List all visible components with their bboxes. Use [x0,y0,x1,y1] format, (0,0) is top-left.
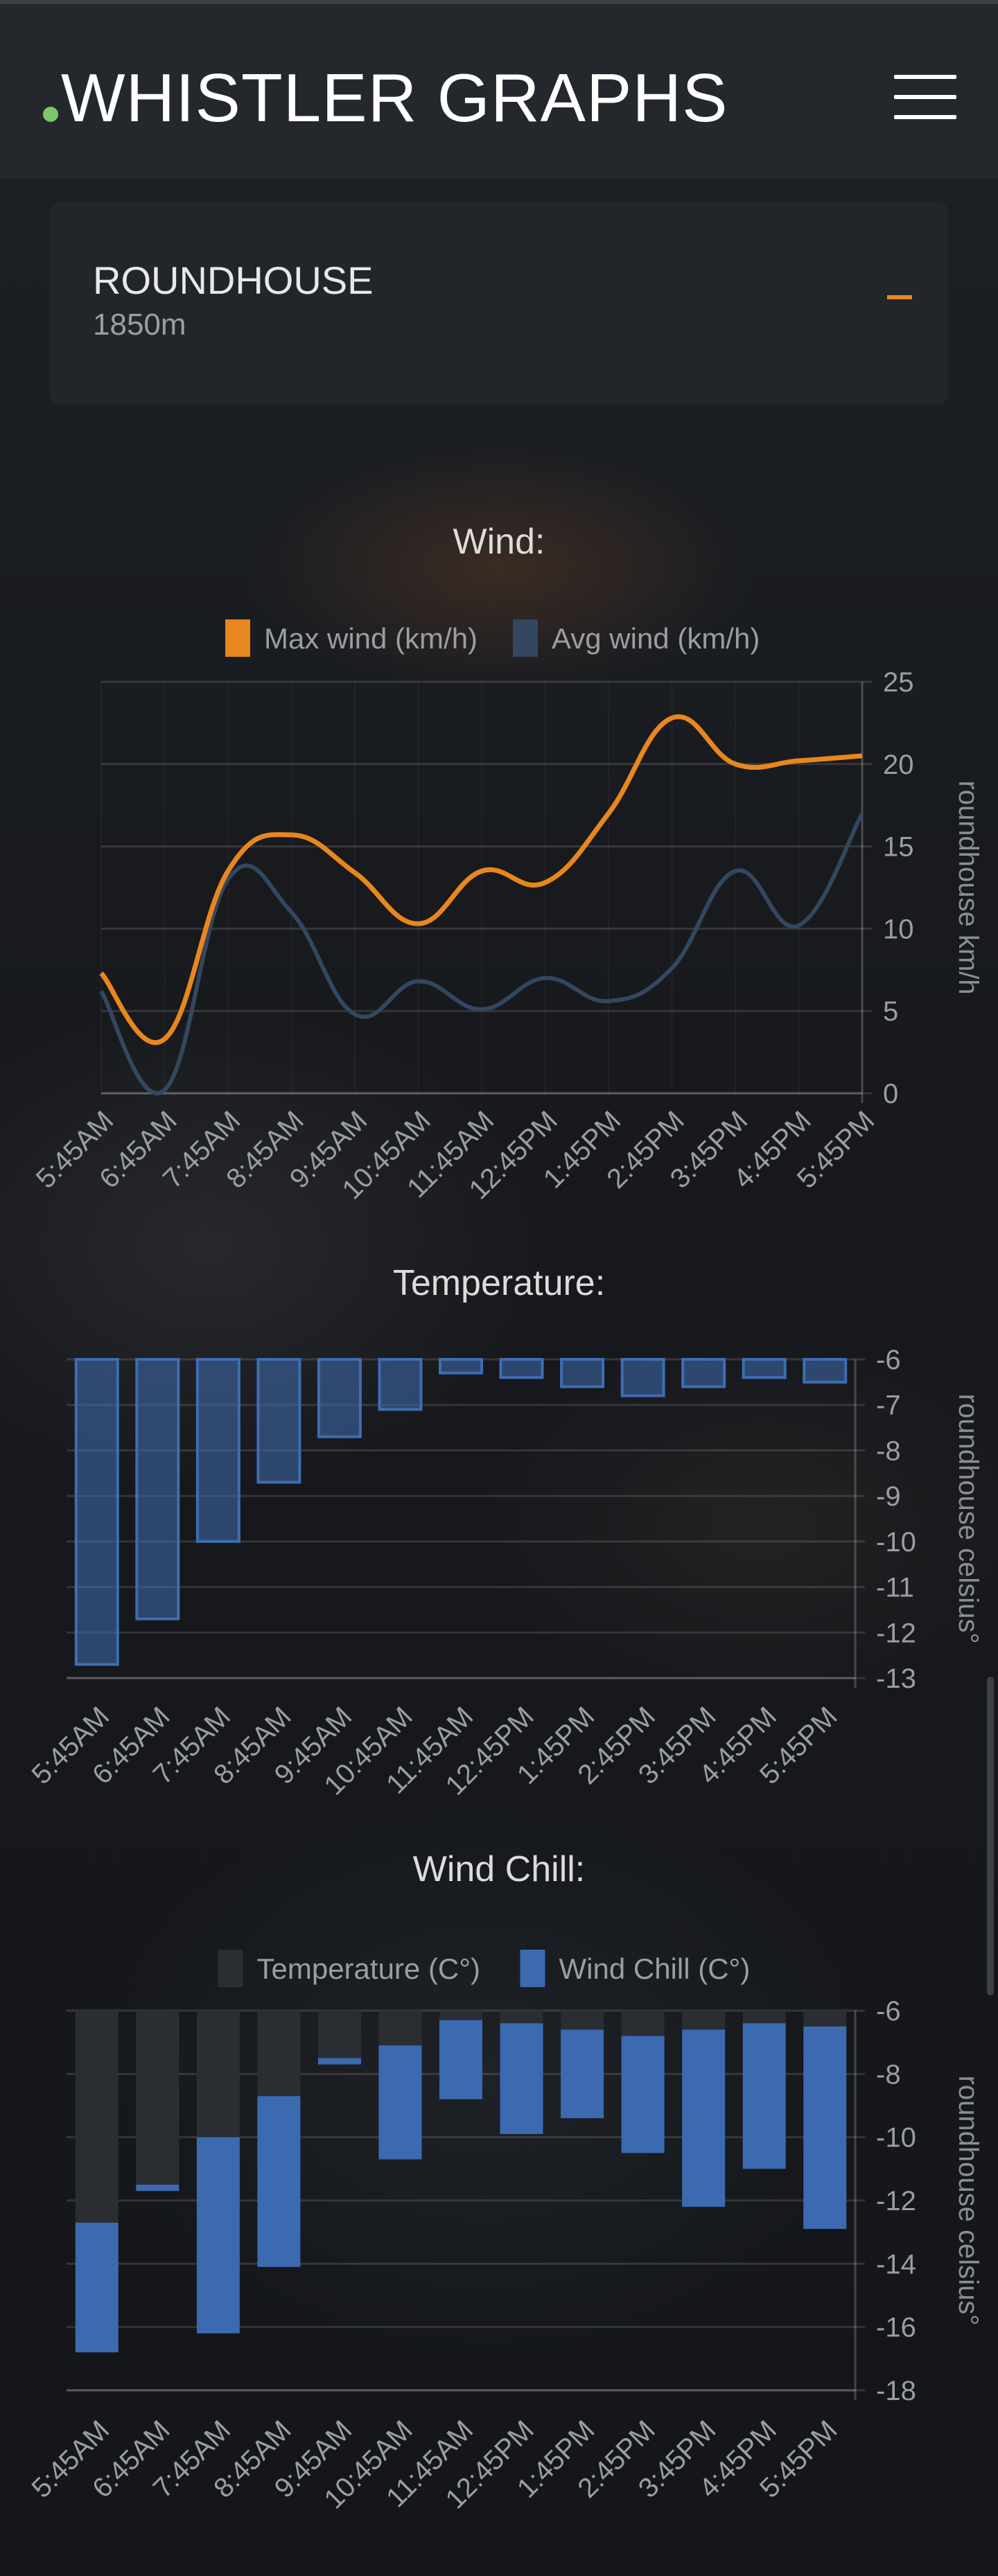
bar-temperature [620,1358,665,1397]
app-header: WHISTLER GRAPHS [0,0,998,179]
legend-swatch-wind-chill-c [520,1950,545,1987]
bar-temperature-c [136,2011,180,2191]
bar-temperature-c [500,2011,543,2024]
bar-temperature [439,1358,483,1375]
y-tick-label: -18 [876,2376,916,2406]
menu-button[interactable] [894,75,956,119]
station-card[interactable]: ROUNDHOUSE 1850m [50,202,948,405]
bar-temperature-c [257,2011,301,2097]
bar-temperature-c [196,2011,240,2137]
bar-temperature [256,1358,301,1484]
bar-temperature-c [742,2011,786,2024]
y-tick-label: -10 [876,2123,916,2153]
bar-wind-chill-c [317,2058,361,2065]
y-tick-label: -10 [876,1527,916,1558]
bar-wind-chill-c [742,2023,786,2169]
bar-temperature-c [439,2011,482,2020]
temperature-chart-title: Temperature: [392,1263,606,1303]
y-axis-title: roundhouse celsius° [953,1394,983,1644]
bar-temperature [742,1358,787,1379]
bar-wind-chill-c [378,2045,422,2160]
bar-wind-chill-c [500,2023,543,2135]
y-axis-title: roundhouse celsius° [953,2076,983,2326]
bar-temperature-c [561,2011,604,2030]
bar-temperature [74,1358,119,1666]
station-name: ROUNDHOUSE [93,258,374,302]
y-axis-title: roundhouse km/h [953,780,983,994]
y-tick-label: 15 [883,832,914,863]
station-elevation: 1850m [93,308,186,342]
legend-swatch-max-wind-km-h [225,619,250,657]
wind-chart-title: Wind: [453,522,545,562]
y-tick-label: 20 [883,750,914,780]
y-tick-label: -16 [876,2313,916,2343]
bar-temperature-c [682,2011,726,2030]
y-tick-label: -8 [876,2059,901,2090]
y-tick-label: -13 [876,1664,916,1694]
y-tick-label: -6 [876,1996,901,2027]
bar-temperature-c [378,2011,422,2046]
scrollbar[interactable] [987,1677,994,1995]
legend-label-wind-chill-c: Wind Chill (C°) [559,1952,751,1985]
bar-temperature [195,1358,240,1543]
bar-temperature-c [317,2011,361,2065]
hamburger-icon [894,75,956,79]
bar-temperature [317,1358,362,1438]
bar-temperature [803,1358,848,1384]
legend-label-avg-wind-km-h: Avg wind (km/h) [552,622,760,655]
logo-dot-icon [43,107,58,122]
minus-icon[interactable] [887,295,912,299]
y-tick-label: 5 [883,996,898,1027]
wind-chill-chart: Temperature (C°) Wind Chill (C°) -6 -8 -10 -1… [26,1950,983,2515]
bar-temperature-c [803,2011,847,2027]
bar-temperature [560,1358,605,1388]
bar-temperature [378,1358,423,1411]
bar-temperature-c [75,2011,119,2223]
legend-label-max-wind-km-h: Max wind (km/h) [264,622,478,655]
bar-wind-chill-c [439,2020,482,2099]
bar-wind-chill-c [136,2185,180,2191]
legend-swatch-temperature-c [218,1950,243,1987]
app-title[interactable]: WHISTLER GRAPHS [61,60,728,136]
y-tick-label: -8 [876,1436,901,1466]
y-tick-label: -11 [876,1573,914,1603]
y-tick-label: -9 [876,1481,901,1512]
line-avg-wind-km-h [99,812,864,1095]
y-tick-label: -6 [876,1345,901,1375]
wind-chart: Max wind (km/h) Avg wind (km/h) 0 5 10 15 20 25… [30,619,983,1206]
wind-chill-chart-title: Wind Chill: [412,1849,586,1889]
bar-wind-chill-c [803,2026,847,2230]
y-tick-label: -14 [876,2249,916,2279]
y-tick-label: -12 [876,2186,916,2216]
bar-temperature [499,1358,544,1379]
y-tick-label: -7 [876,1391,901,1421]
y-tick-label: 25 [883,667,914,698]
bar-temperature-c [621,2011,665,2036]
bar-wind-chill-c [621,2036,665,2153]
bar-temperature [135,1358,180,1621]
legend-swatch-avg-wind-km-h [513,619,538,657]
y-tick-label: -12 [876,1618,916,1648]
bar-temperature [681,1358,726,1388]
legend-label-temperature-c: Temperature (C°) [257,1952,481,1985]
bar-wind-chill-c [75,2222,119,2353]
bar-wind-chill-c [682,2029,726,2207]
bar-wind-chill-c [561,2029,604,2119]
y-tick-label: 0 [883,1079,898,1109]
bar-wind-chill-c [257,2096,301,2267]
bar-wind-chill-c [196,2137,240,2334]
line-max-wind-km-h [99,714,863,1046]
y-tick-label: 10 [883,914,914,944]
